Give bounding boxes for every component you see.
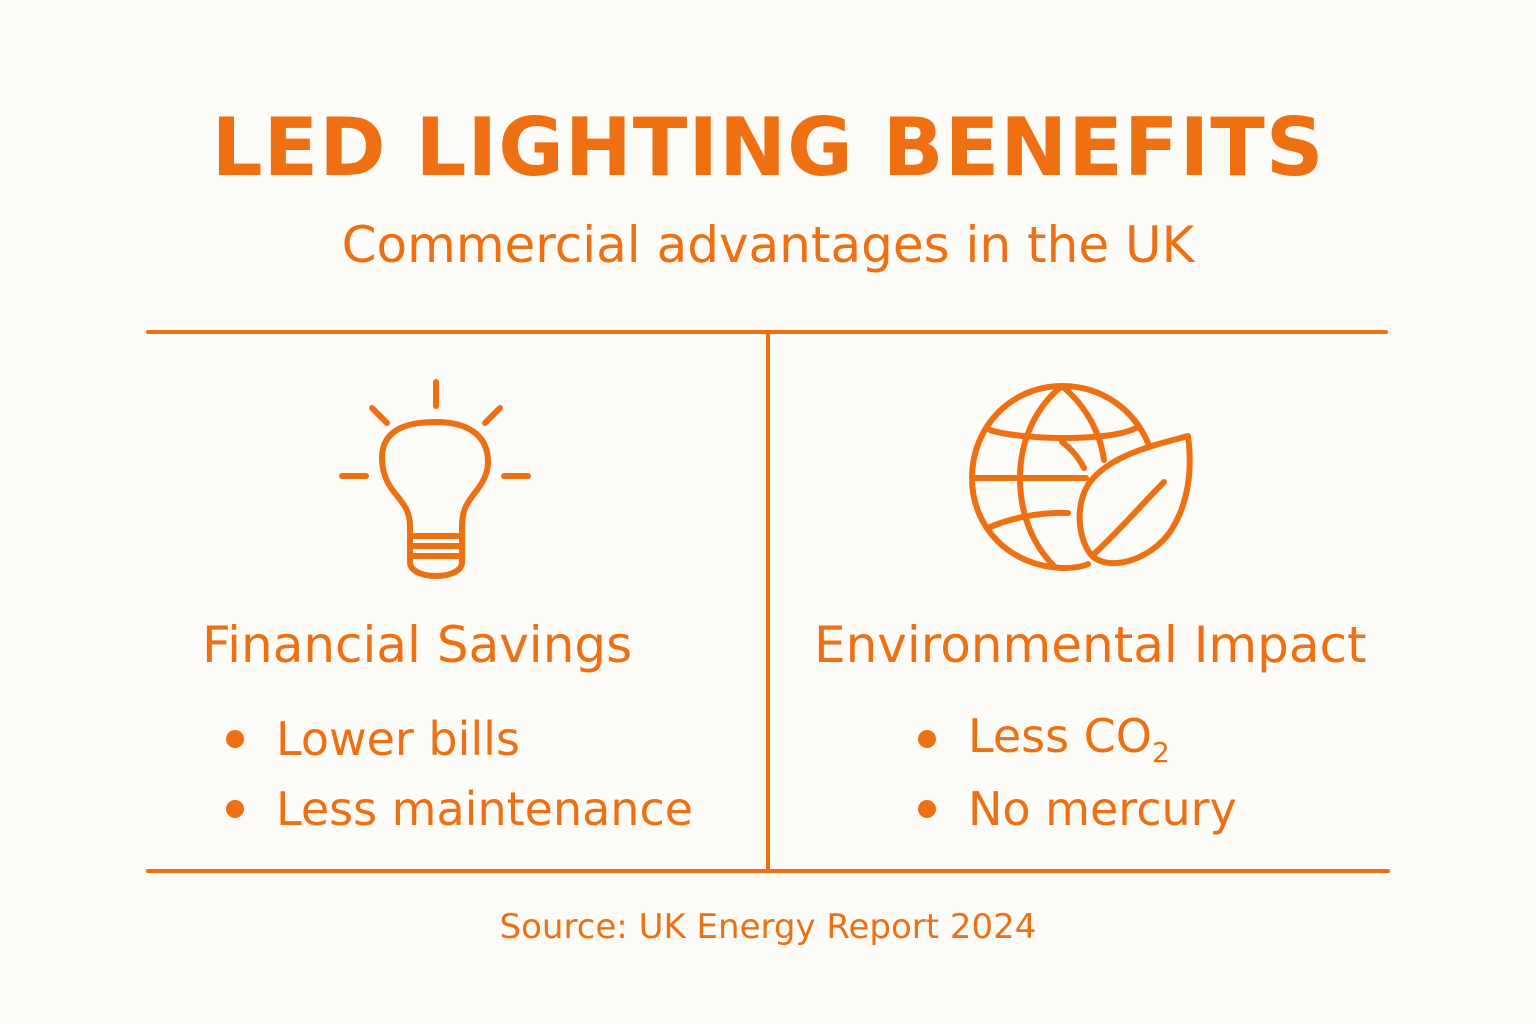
bullet-text: Less maintenance <box>276 782 694 836</box>
column-divider <box>766 334 770 870</box>
environmental-impact-list: Less CO2 No mercury <box>914 704 1237 844</box>
list-item: Less maintenance <box>222 774 693 844</box>
bullet-text: Lower bills <box>276 712 520 766</box>
page-subtitle: Commercial advantages in the UK <box>341 216 1195 274</box>
list-item: No mercury <box>914 774 1237 844</box>
globe-leaf-icon <box>950 370 1220 590</box>
source-citation: Source: UK Energy Report 2024 <box>499 907 1037 947</box>
list-item: Less CO2 <box>914 704 1237 774</box>
bullet-icon <box>918 730 936 748</box>
bullet-text-main: Less CO <box>968 709 1152 763</box>
subscript: 2 <box>1152 736 1170 769</box>
list-item: Lower bills <box>222 704 693 774</box>
page-title: LED LIGHTING BENEFITS <box>211 101 1325 194</box>
top-divider <box>146 330 1388 334</box>
bullet-icon <box>226 800 244 818</box>
bullet-icon <box>226 730 244 748</box>
bullet-text: No mercury <box>968 782 1237 836</box>
environmental-impact-heading: Environmental Impact <box>814 616 1367 674</box>
lightbulb-icon <box>330 370 550 590</box>
bullet-text: Less CO2 <box>968 709 1170 769</box>
financial-savings-heading: Financial Savings <box>202 616 633 674</box>
bullet-icon <box>918 800 936 818</box>
bottom-divider <box>146 869 1390 873</box>
financial-savings-list: Lower bills Less maintenance <box>222 704 693 844</box>
